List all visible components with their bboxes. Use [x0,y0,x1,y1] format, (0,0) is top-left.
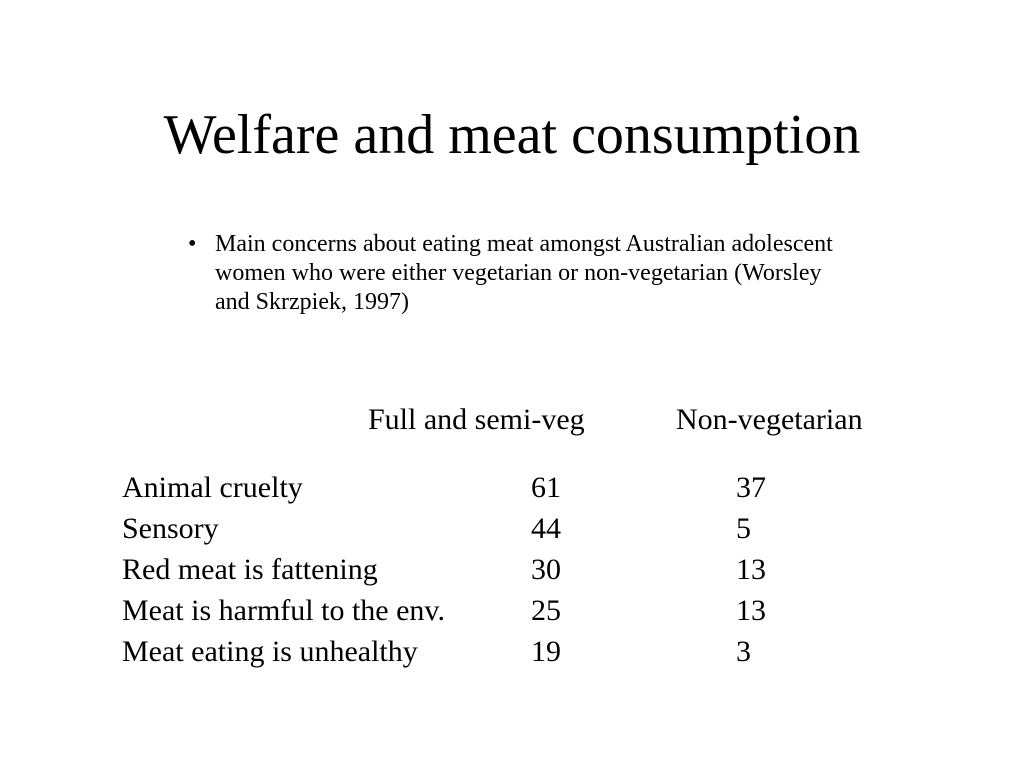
nonveg-value: 13 [736,594,766,627]
nonveg-value: 13 [736,553,766,586]
bullet-text: Main concerns about eating meat amongst … [215,231,833,315]
veg-value: 61 [531,471,561,504]
veg-value: 30 [531,553,561,586]
column-header-veg: Full and semi-veg [368,403,585,436]
row-label: Meat is harmful to the env. [122,594,445,627]
nonveg-value: 37 [736,471,766,504]
row-label: Meat eating is unhealthy [122,635,418,668]
row-label: Sensory [122,512,219,545]
row-label: Animal cruelty [122,471,303,504]
veg-value: 19 [531,635,561,668]
veg-value: 44 [531,512,561,545]
slide-title: Welfare and meat consumption [163,104,861,166]
bullet-marker: • [188,231,197,257]
bullet-item: • Main concerns about eating meat amongs… [188,230,848,317]
veg-value: 25 [531,594,561,627]
row-label: Red meat is fattening [122,553,378,586]
nonveg-value: 5 [736,512,751,545]
column-header-nonveg: Non-vegetarian [676,403,863,436]
nonveg-value: 3 [736,635,751,668]
bullet-list: • Main concerns about eating meat amongs… [188,230,848,317]
